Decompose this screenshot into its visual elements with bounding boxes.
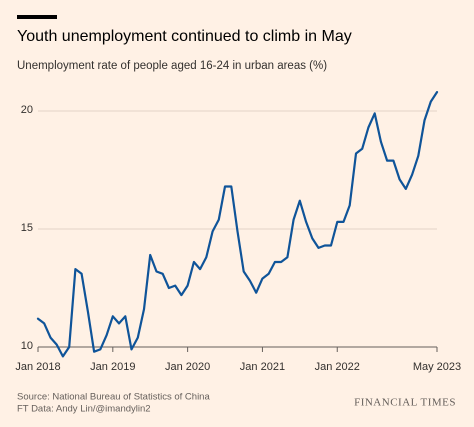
x-tick-label: May 2023 [413, 361, 461, 373]
x-tick-label: Jan 2021 [240, 361, 285, 373]
credit: FT Data: Andy Lin/@imandylin2 [17, 404, 151, 415]
title-bar [17, 15, 57, 19]
y-tick-label: 15 [21, 222, 33, 234]
y-tick-label: 20 [21, 104, 33, 116]
x-tick-label: Jan 2022 [315, 361, 360, 373]
x-tick-label: Jan 2018 [15, 361, 60, 373]
x-tick-label: Jan 2019 [90, 361, 135, 373]
x-tick-label: Jan 2020 [165, 361, 210, 373]
brand: FINANCIAL TIMES [354, 397, 456, 409]
chart-title: Youth unemployment continued to climb in… [17, 28, 352, 45]
source: Source: National Bureau of Statistics of… [17, 392, 210, 403]
chart-subtitle: Unemployment rate of people aged 16-24 i… [17, 60, 327, 72]
line-series [36, 91, 439, 358]
y-tick-label: 10 [21, 340, 33, 352]
